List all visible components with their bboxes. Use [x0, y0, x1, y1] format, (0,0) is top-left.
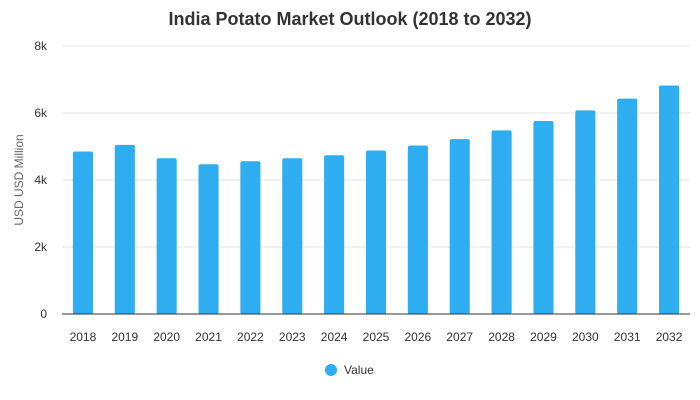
y-tick-label: 4k — [34, 173, 48, 187]
x-tick-label: 2020 — [153, 330, 180, 344]
bar-2023[interactable] — [282, 158, 303, 314]
y-tick-label: 2k — [34, 240, 48, 254]
bar-2026[interactable] — [407, 145, 428, 314]
chart-title: India Potato Market Outlook (2018 to 203… — [168, 9, 531, 29]
x-tick-label: 2028 — [488, 330, 515, 344]
legend-label-value: Value — [344, 363, 374, 377]
x-tick-label: 2029 — [530, 330, 557, 344]
x-axis-ticks: 2018 2019 2020 2021 2022 2023 2024 2025 2026 2027… — [70, 330, 683, 344]
y-tick-label: 0 — [40, 307, 47, 321]
bar-2024[interactable] — [324, 155, 345, 314]
x-tick-label: 2032 — [656, 330, 683, 344]
bars — [72, 85, 680, 314]
bar-2018[interactable] — [72, 151, 93, 314]
x-tick-label: 2021 — [195, 330, 222, 344]
x-tick-label: 2022 — [237, 330, 264, 344]
bar-2020[interactable] — [156, 158, 177, 314]
x-tick-label: 2031 — [614, 330, 641, 344]
y-axis-label: USD USD Million — [12, 134, 26, 225]
x-tick-label: 2027 — [446, 330, 473, 344]
x-tick-label: 2025 — [363, 330, 390, 344]
x-tick-label: 2018 — [70, 330, 97, 344]
x-tick-label: 2023 — [279, 330, 306, 344]
bar-2025[interactable] — [365, 150, 387, 314]
y-tick-label: 6k — [34, 106, 48, 120]
legend-swatch-value — [325, 364, 337, 376]
bar-2030[interactable] — [575, 110, 596, 314]
bar-2029[interactable] — [533, 121, 554, 314]
bar-2032[interactable] — [659, 85, 680, 314]
x-tick-label: 2030 — [572, 330, 599, 344]
x-tick-label: 2019 — [111, 330, 138, 344]
y-axis-ticks: 0 2k 4k 6k 8k — [34, 39, 48, 321]
bar-2027[interactable] — [449, 139, 470, 314]
legend[interactable]: Value — [325, 363, 374, 377]
x-tick-label: 2026 — [405, 330, 432, 344]
bar-2019[interactable] — [114, 144, 135, 314]
bar-2031[interactable] — [617, 98, 638, 314]
bar-2028[interactable] — [491, 130, 512, 314]
x-tick-label: 2024 — [321, 330, 348, 344]
y-tick-label: 8k — [34, 39, 48, 53]
bar-2021[interactable] — [198, 164, 219, 314]
bar-2022[interactable] — [240, 161, 261, 314]
